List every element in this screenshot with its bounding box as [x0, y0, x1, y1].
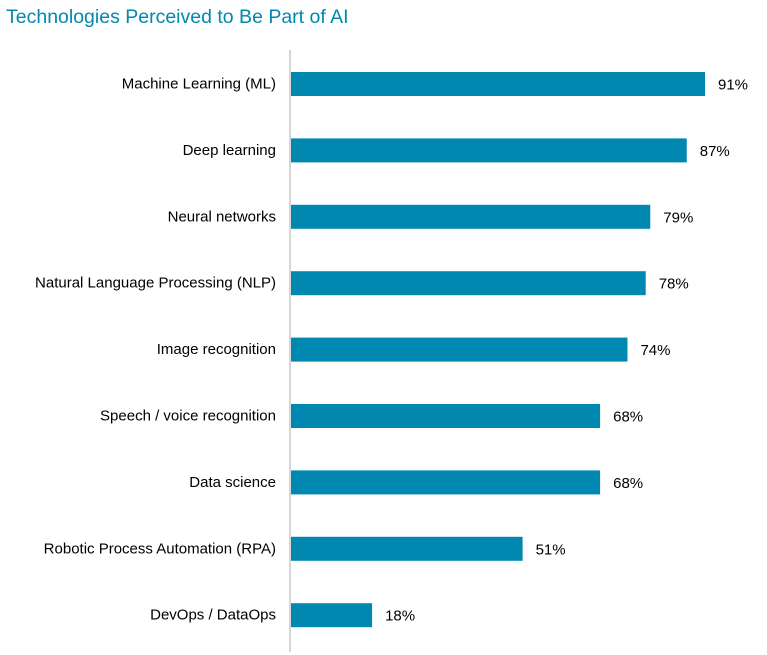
category-labels: Machine Learning (ML) Deep learning Neural…: [35, 76, 276, 624]
bar: [291, 470, 601, 495]
value-label: 51%: [536, 541, 566, 558]
chart-title: Technologies Perceived to Be Part of AI: [6, 6, 349, 28]
value-labels: 91% 87% 79% 78% 74% 68% 68% 51% 18%: [385, 77, 748, 625]
value-label: 79%: [663, 209, 693, 226]
category-label: Data science: [189, 474, 276, 491]
bar: [291, 337, 628, 362]
category-label: Natural Language Processing (NLP): [35, 275, 276, 292]
value-label: 87%: [700, 143, 730, 160]
value-label: 91%: [718, 77, 748, 94]
value-label: 18%: [385, 608, 415, 625]
bar: [291, 72, 705, 96]
category-label: Speech / voice recognition: [100, 408, 276, 425]
category-label: Deep learning: [183, 142, 276, 159]
value-label: 78%: [659, 276, 689, 293]
category-label: Neural networks: [168, 208, 276, 225]
bar: [291, 404, 601, 428]
bars: [291, 72, 705, 628]
value-label: 74%: [640, 342, 670, 359]
category-label: Robotic Process Automation (RPA): [44, 540, 276, 557]
bar: [291, 271, 646, 296]
bar: [291, 536, 523, 561]
category-label: Image recognition: [157, 341, 276, 358]
bar: [291, 204, 651, 229]
value-label: 68%: [613, 409, 643, 426]
category-label: DevOps / DataOps: [150, 607, 276, 624]
bar: [291, 603, 373, 628]
category-label: Machine Learning (ML): [122, 76, 276, 93]
value-label: 68%: [613, 475, 643, 492]
bar: [291, 138, 687, 163]
